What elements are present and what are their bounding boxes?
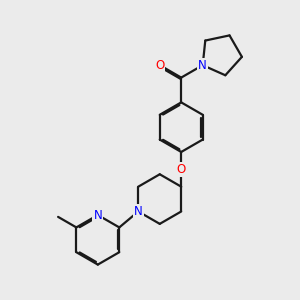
Text: O: O — [177, 163, 186, 176]
Text: N: N — [134, 205, 143, 218]
Text: O: O — [155, 59, 164, 72]
Text: N: N — [93, 208, 102, 221]
Text: N: N — [198, 59, 207, 72]
